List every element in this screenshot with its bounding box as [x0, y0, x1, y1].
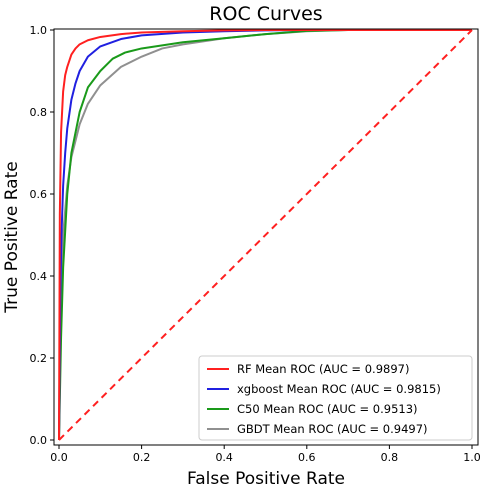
x-tick-label: 0.4	[215, 451, 233, 464]
x-axis-ticks: 0.0 0.2 0.4 0.6 0.8 1.0	[50, 445, 481, 464]
roc-series-line-0	[58, 29, 472, 441]
y-axis-label: True Positive Rate	[2, 161, 22, 313]
plot-area	[58, 29, 473, 441]
y-tick-label: 0.8	[30, 106, 48, 119]
y-tick-label: 0.4	[30, 270, 48, 283]
chance-diagonal-line	[58, 29, 473, 441]
y-axis-ticks: 0.0 0.2 0.4 0.6 0.8 1.0	[30, 24, 54, 447]
x-tick-label: 0.2	[133, 451, 151, 464]
x-tick-label: 1.0	[463, 451, 481, 464]
y-tick-label: 0.0	[30, 434, 48, 447]
x-tick-label: 0.0	[50, 451, 68, 464]
legend-entry: RF Mean ROC (AUC = 0.9897)	[237, 362, 409, 376]
y-tick-label: 1.0	[30, 24, 48, 37]
legend-box	[198, 355, 473, 441]
legend-entry: xgboost Mean ROC (AUC = 0.9815)	[237, 382, 441, 396]
chart-title: ROC Curves	[209, 3, 322, 25]
x-axis-label: False Positive Rate	[187, 469, 345, 488]
y-tick-label: 0.6	[30, 188, 48, 201]
plot-frame	[53, 28, 479, 446]
x-tick-label: 0.8	[381, 451, 399, 464]
legend-entry: C50 Mean ROC (AUC = 0.9513)	[237, 402, 418, 416]
x-tick-label: 0.6	[298, 451, 316, 464]
legend-entry: GBDT Mean ROC (AUC = 0.9497)	[237, 422, 428, 436]
y-tick-label: 0.2	[30, 352, 48, 365]
legend: RF Mean ROC (AUC = 0.9897) xgboost Mean R…	[198, 355, 473, 441]
